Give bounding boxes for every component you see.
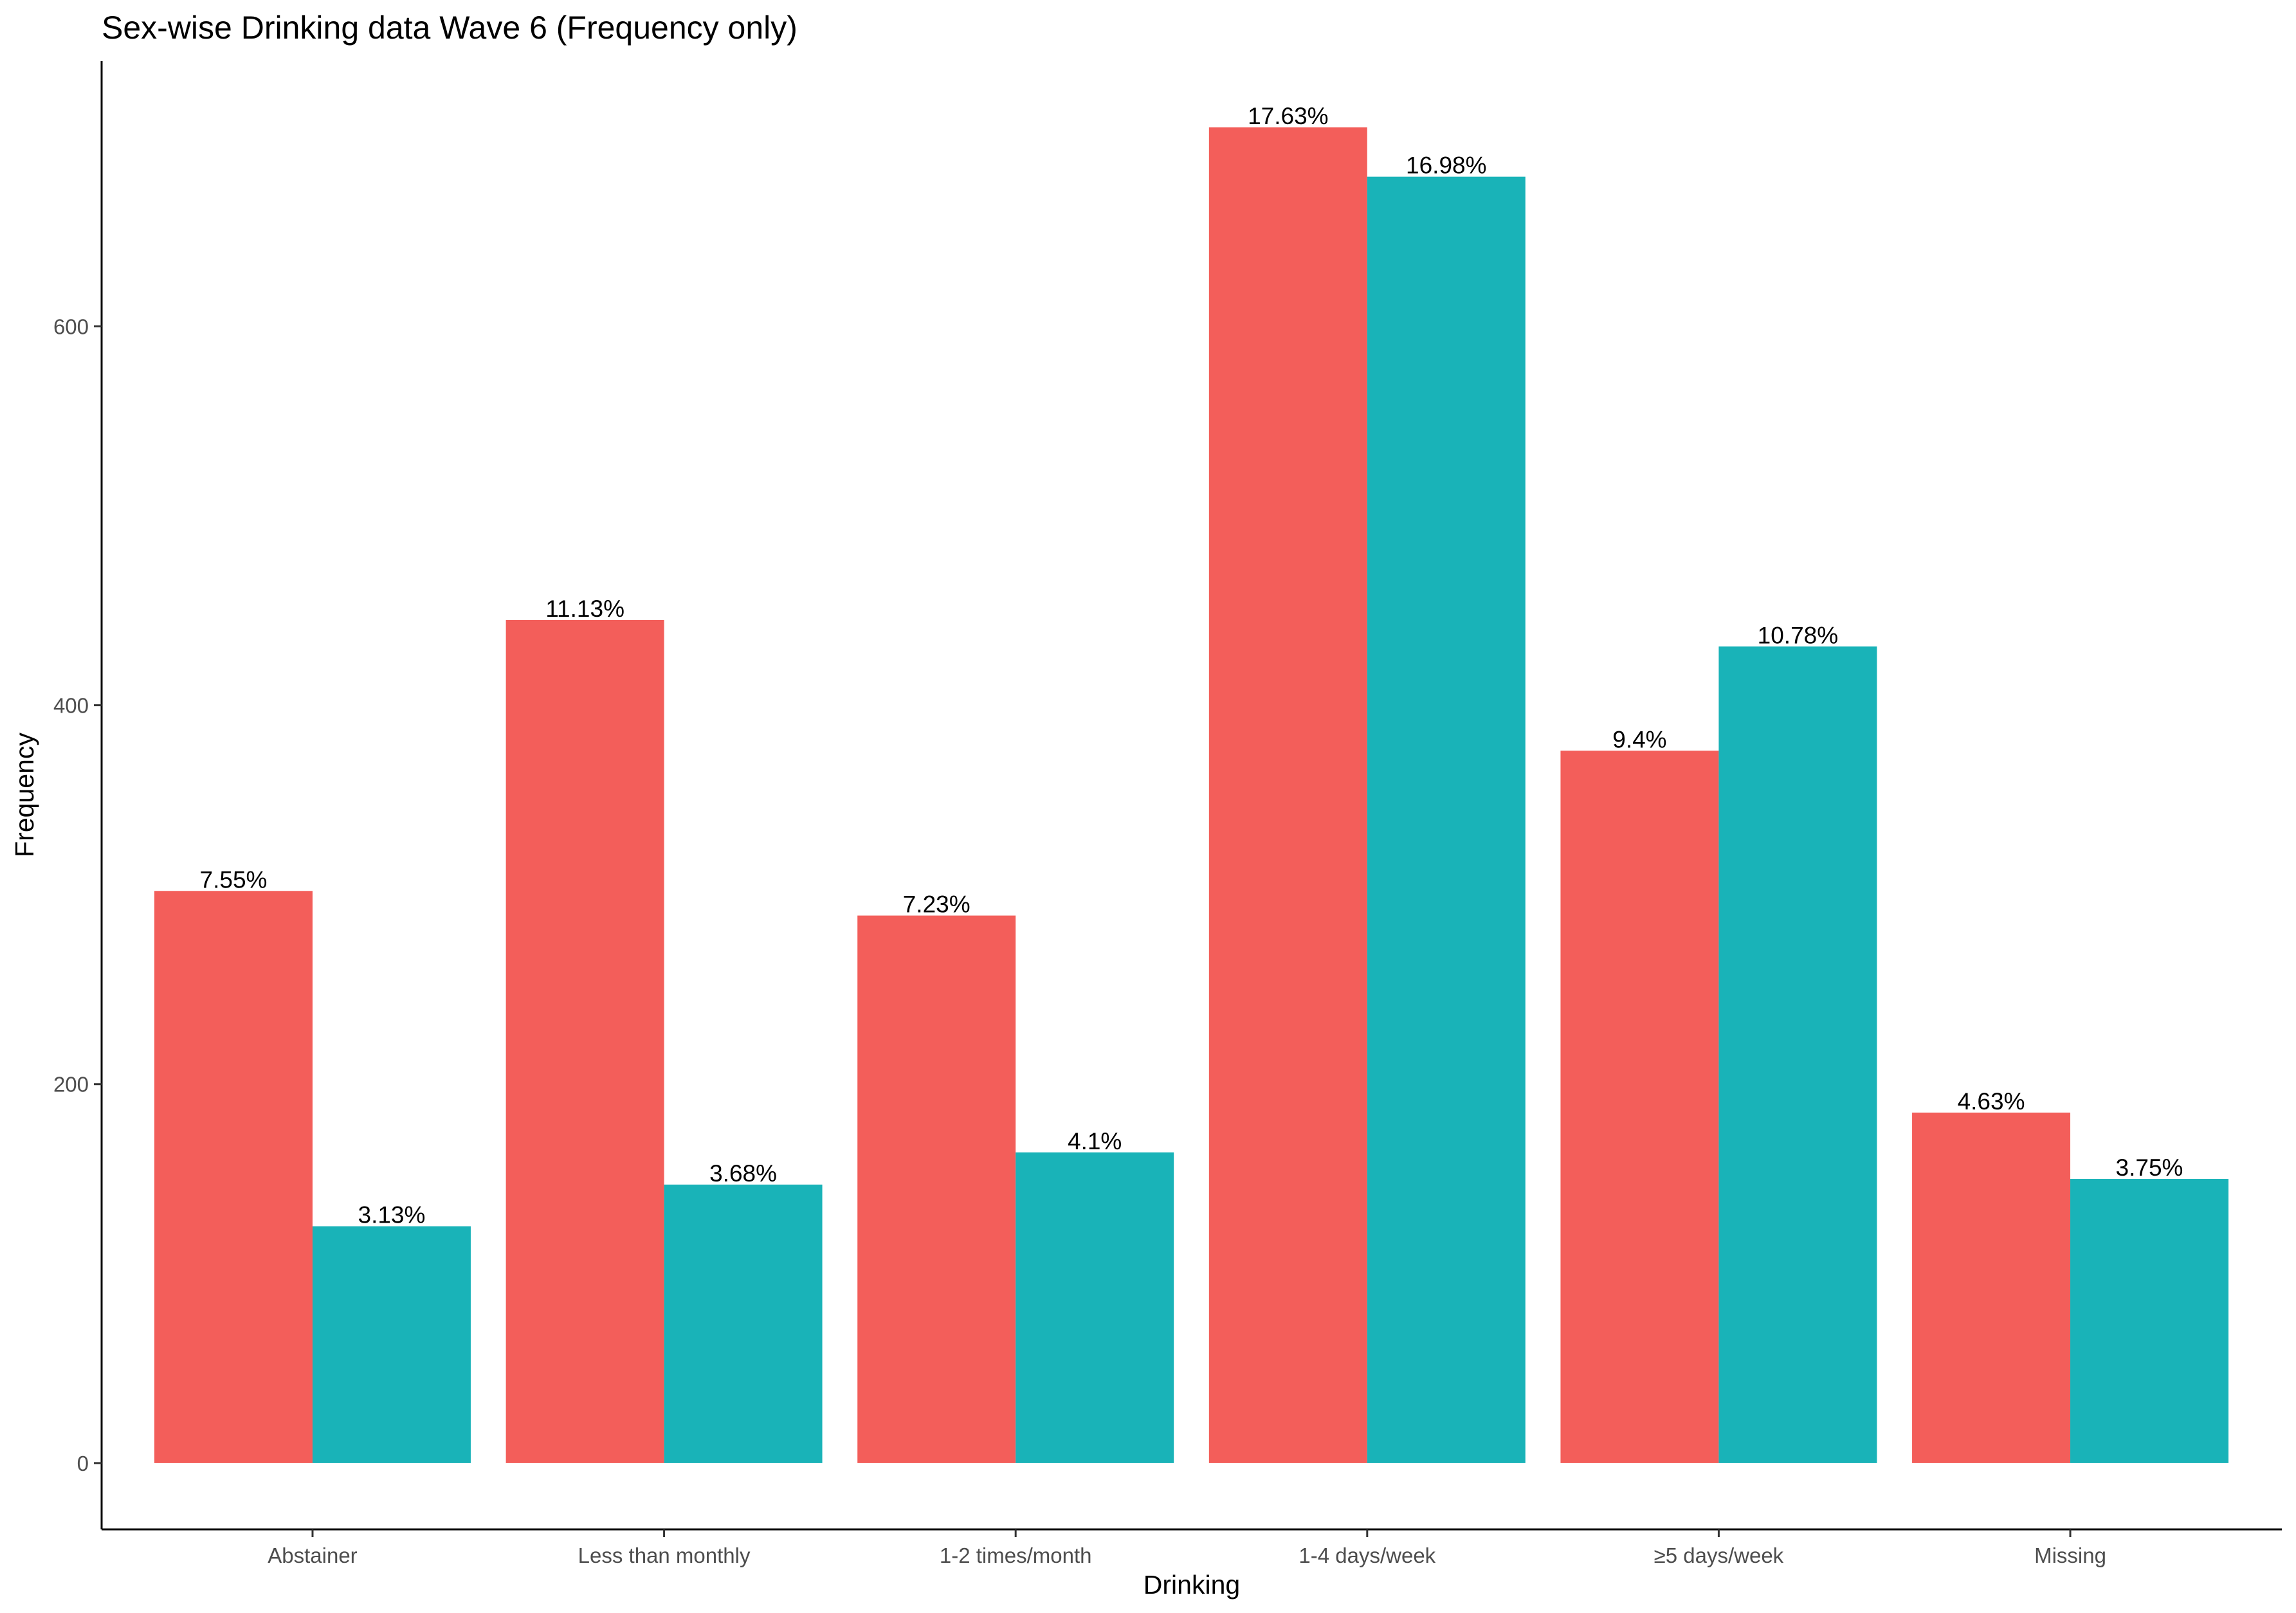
bar-1-5 bbox=[1912, 1112, 2071, 1463]
bar-1-2 bbox=[857, 915, 1016, 1463]
data-label-1-0: 7.55% bbox=[200, 866, 268, 893]
x-axis-ticks: Abstainer Less than monthly 1-2 times/mont… bbox=[268, 1529, 2106, 1567]
y-tick-label-3: 600 bbox=[53, 314, 89, 338]
bar-1-0 bbox=[154, 891, 313, 1463]
data-label-2-5: 3.75% bbox=[2116, 1154, 2183, 1181]
x-tick-label-0: Abstainer bbox=[268, 1544, 357, 1567]
y-axis-ticks: 0 200 400 600 bbox=[53, 314, 102, 1475]
x-tick-label-2: 1-2 times/month bbox=[940, 1544, 1092, 1567]
x-tick-label-4: ≥5 days/week bbox=[1654, 1544, 1784, 1567]
bar-2-4 bbox=[1718, 646, 1877, 1463]
data-label-1-3: 17.63% bbox=[1248, 103, 1329, 129]
data-label-2-4: 10.78% bbox=[1758, 622, 1839, 648]
y-tick-label-2: 400 bbox=[53, 694, 89, 718]
data-label-2-2: 4.1% bbox=[1068, 1128, 1122, 1154]
bar-2-2 bbox=[1016, 1152, 1174, 1463]
x-axis-title: Drinking bbox=[1143, 1570, 1240, 1599]
bar-1-4 bbox=[1560, 751, 1719, 1463]
bar-2-0 bbox=[312, 1226, 471, 1463]
bar-1-1 bbox=[506, 620, 664, 1463]
bar-1-3 bbox=[1208, 127, 1367, 1463]
y-tick-label-1: 200 bbox=[53, 1073, 89, 1097]
data-label-2-0: 3.13% bbox=[358, 1202, 426, 1228]
bar-2-5 bbox=[2070, 1179, 2228, 1463]
data-label-1-5: 4.63% bbox=[1958, 1088, 2025, 1115]
data-labels-group: 7.55% 3.13% 11.13% 3.68% 7.23% 4.1% 17.63% 16.9… bbox=[200, 103, 2183, 1228]
data-label-1-1: 11.13% bbox=[545, 596, 624, 622]
bars-group bbox=[154, 127, 2228, 1463]
y-tick-label-0: 0 bbox=[77, 1452, 89, 1475]
bar-2-3 bbox=[1367, 176, 1526, 1463]
data-label-2-3: 16.98% bbox=[1406, 152, 1487, 179]
bar-2-1 bbox=[664, 1184, 823, 1463]
y-axis-title: Frequency bbox=[10, 733, 39, 857]
chart-title: Sex-wise Drinking data Wave 6 (Frequency… bbox=[102, 10, 797, 46]
data-label-1-2: 7.23% bbox=[903, 891, 970, 918]
data-label-1-4: 9.4% bbox=[1612, 726, 1666, 752]
x-tick-label-5: Missing bbox=[2034, 1544, 2106, 1567]
data-label-2-1: 3.68% bbox=[709, 1160, 777, 1187]
x-tick-label-3: 1-4 days/week bbox=[1298, 1544, 1435, 1567]
x-tick-label-1: Less than monthly bbox=[578, 1544, 751, 1567]
